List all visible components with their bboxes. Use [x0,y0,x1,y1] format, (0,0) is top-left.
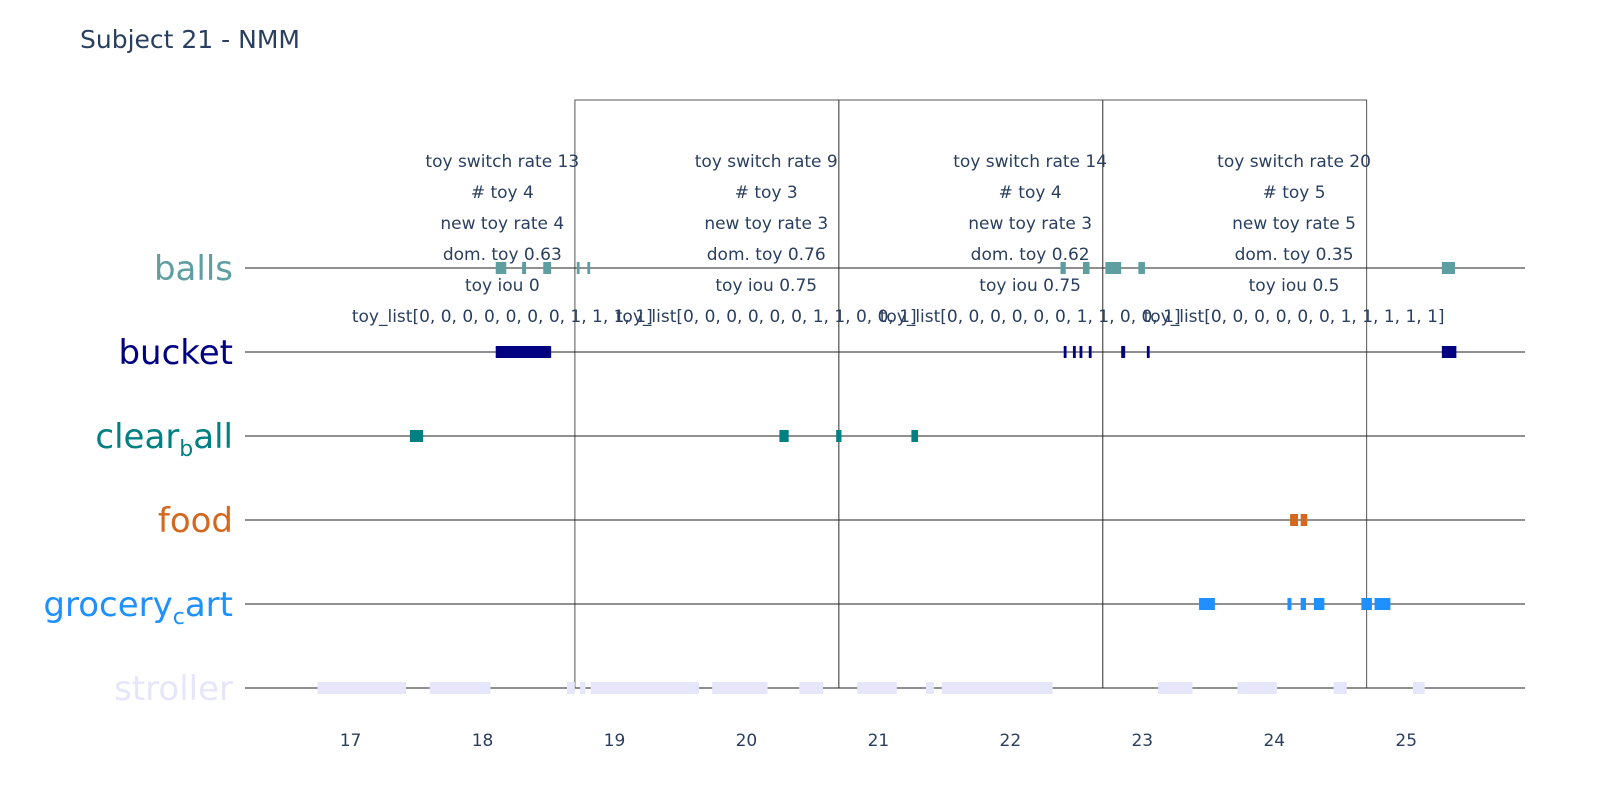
segment-balls-1 [495,262,507,274]
segment-bucket-4 [1079,346,1083,358]
annotation-3-line-1: toy switch rate 14 [953,152,1107,172]
segment-stroller-1 [317,682,406,694]
segment-food-2 [1300,514,1308,526]
x-tick-label-24: 24 [1263,731,1285,751]
segment-balls-3 [543,262,552,274]
x-tick-label-20: 20 [736,731,758,751]
segment-stroller-9 [925,682,934,694]
annotation-4-line-1: toy switch rate 20 [1217,152,1371,172]
segment-stroller-12 [1237,682,1277,694]
x-tick-label-21: 21 [868,731,890,751]
annotation-2-line-2: # toy 3 [735,183,798,203]
annotation-3-line-2: # toy 4 [999,183,1062,203]
segment-stroller-11 [1158,682,1193,694]
category-labels: balls bucket clearball food grocerycart strol… [43,249,233,709]
x-tick-label-17: 17 [340,731,362,751]
segment-grocery_cart-4 [1313,598,1325,610]
segment-stroller-2 [429,682,491,694]
segment-grocery_cart-3 [1300,598,1306,610]
annotation-4-line-6: toy_list[0, 0, 0, 0, 0, 0, 1, 1, 1, 1, 1… [1144,307,1445,327]
annotation-2-line-3: new toy rate 3 [704,214,828,234]
event-segments [317,262,1457,694]
segment-balls-10 [1441,262,1456,274]
segment-stroller-5 [590,682,699,694]
annotation-2-line-6: toy_list[0, 0, 0, 0, 0, 0, 1, 1, 0, 0, 1… [616,307,917,327]
segment-balls-6 [1060,262,1066,274]
segment-bucket-2 [1063,346,1067,358]
segment-clear_ball-1 [409,430,424,442]
segment-food-1 [1290,514,1299,526]
x-tick-label-23: 23 [1131,731,1153,751]
segment-balls-7 [1082,262,1090,274]
x-tick-label-25: 25 [1395,731,1417,751]
segment-bucket-3 [1072,346,1076,358]
segment-balls-8 [1105,262,1122,274]
category-label-stroller: stroller [114,669,233,709]
window-annotations: toy switch rate 13 # toy 4 new toy rate 4 d… [352,152,1445,327]
segment-grocery_cart-2 [1287,598,1292,610]
segment-grocery_cart-6 [1374,598,1391,610]
segment-clear_ball-4 [911,430,918,442]
x-tick-label-19: 19 [604,731,626,751]
segment-bucket-7 [1146,346,1150,358]
category-gridlines [245,267,1525,689]
segment-clear_ball-2 [779,430,789,442]
annotation-2-line-4: dom. toy 0.76 [707,245,826,265]
segment-balls-4 [576,262,580,274]
window-box-2 [838,99,1104,689]
annotation-2-line-1: toy switch rate 9 [695,152,838,172]
annotation-1-line-5: toy iou 0 [465,276,540,296]
category-label-grocery_cart: grocerycart [43,585,233,630]
segment-stroller-6 [712,682,768,694]
segment-bucket-1 [495,346,552,358]
annotation-3-line-5: toy iou 0.75 [979,276,1081,296]
segment-stroller-4 [580,682,586,694]
annotation-1-line-6: toy_list[0, 0, 0, 0, 0, 0, 0, 1, 1, 1, 1… [352,307,653,327]
segment-bucket-5 [1088,346,1092,358]
segment-grocery_cart-5 [1361,598,1372,610]
annotation-4-line-3: new toy rate 5 [1232,214,1356,234]
segment-balls-2 [522,262,527,274]
annotation-4-line-5: toy iou 0.5 [1249,276,1340,296]
x-tick-label-18: 18 [472,731,494,751]
segment-balls-5 [587,262,591,274]
window-box-3 [1102,99,1368,689]
category-label-balls: balls [154,249,233,289]
segment-bucket-6 [1121,346,1126,358]
x-axis-ticks: 17 18 19 20 21 22 23 24 25 [340,731,1417,751]
segment-stroller-13 [1333,682,1347,694]
x-tick-label-22: 22 [1000,731,1022,751]
segment-grocery_cart-1 [1199,598,1215,610]
segment-stroller-3 [566,682,575,694]
segment-bucket-8 [1441,346,1457,358]
category-label-food: food [158,501,233,541]
annotation-4-line-2: # toy 5 [1263,183,1326,203]
segment-balls-9 [1138,262,1145,274]
window-box-1 [574,99,840,689]
category-label-bucket: bucket [118,333,233,373]
annotation-4-line-4: dom. toy 0.35 [1235,245,1354,265]
annotation-1-line-4: dom. toy 0.63 [443,245,562,265]
annotation-1-line-3: new toy rate 4 [440,214,564,234]
segment-stroller-8 [857,682,897,694]
segment-clear_ball-3 [836,430,842,442]
annotation-1-line-1: toy switch rate 13 [425,152,579,172]
annotation-1-line-2: # toy 4 [471,183,534,203]
segment-stroller-7 [799,682,823,694]
segment-stroller-14 [1412,682,1425,694]
chart-title: Subject 21 - NMM [80,25,300,54]
annotation-3-line-6: toy_list[0, 0, 0, 0, 0, 0, 1, 1, 0, 0, 1… [880,307,1181,327]
analysis-windows [574,99,1368,689]
category-label-clear_ball: clearball [95,417,233,462]
annotation-3-line-3: new toy rate 3 [968,214,1092,234]
annotation-2-line-5: toy iou 0.75 [715,276,817,296]
annotation-3-line-4: dom. toy 0.62 [971,245,1090,265]
segment-stroller-10 [941,682,1053,694]
